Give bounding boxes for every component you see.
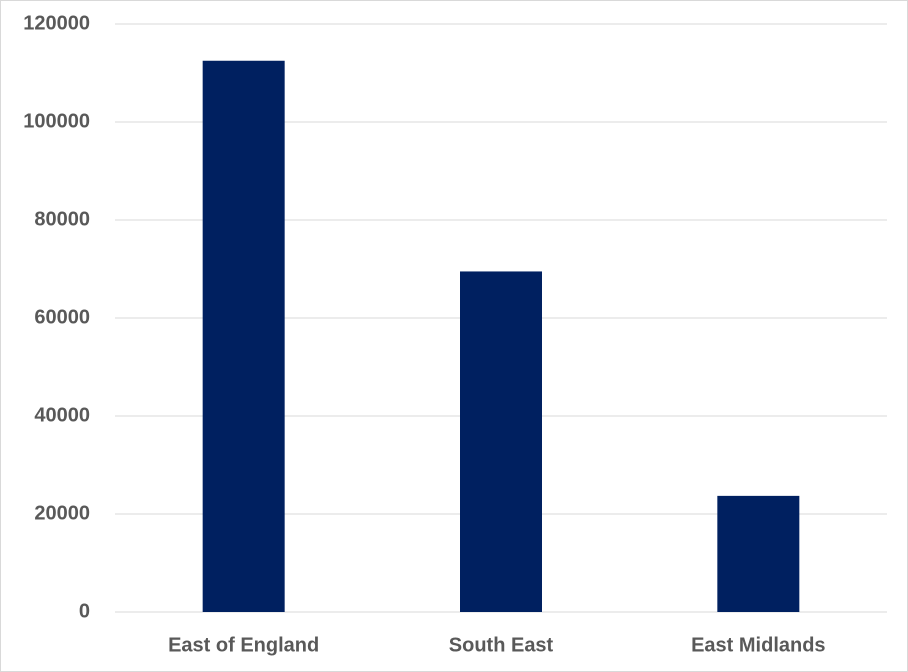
bar xyxy=(202,60,285,612)
y-tick-label: 0 xyxy=(79,600,90,622)
y-tick-label: 60000 xyxy=(34,306,90,328)
y-tick-label: 20000 xyxy=(34,502,90,524)
x-tick-label: East Midlands xyxy=(691,634,825,656)
bar xyxy=(717,495,800,612)
y-tick-label: 120000 xyxy=(23,12,90,34)
y-tick-label: 80000 xyxy=(34,208,90,230)
x-tick-label: East of England xyxy=(168,634,319,656)
bar xyxy=(460,271,542,612)
y-tick-label: 40000 xyxy=(34,404,90,426)
y-tick-label: 100000 xyxy=(23,110,90,132)
x-tick-label: South East xyxy=(449,634,554,656)
